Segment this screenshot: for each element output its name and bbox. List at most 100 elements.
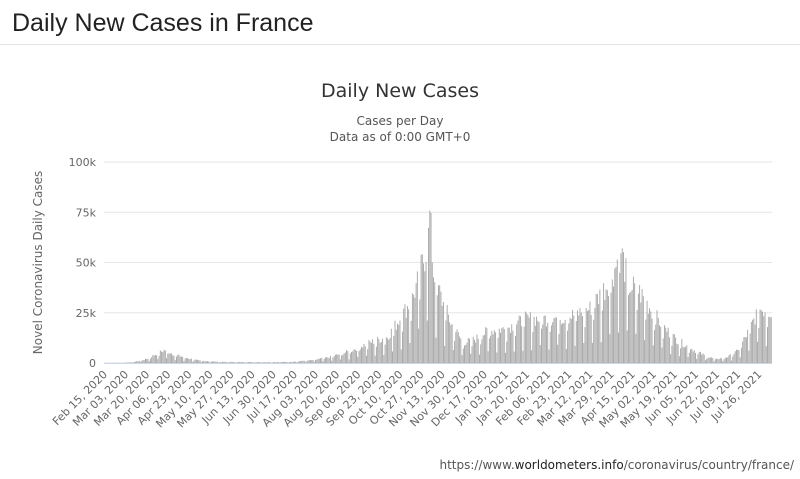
bar (501, 328, 503, 363)
bar (580, 312, 582, 363)
bar (162, 352, 164, 363)
bar (678, 356, 680, 363)
bar (415, 283, 417, 363)
bar (737, 349, 739, 363)
bar (457, 332, 459, 363)
bar (465, 344, 467, 363)
bar (493, 330, 495, 363)
bar (583, 342, 585, 363)
bar (505, 352, 506, 363)
bar (611, 279, 613, 363)
bar (655, 324, 657, 363)
bar (321, 357, 323, 363)
bar (721, 358, 723, 363)
bar (683, 347, 685, 363)
bar (409, 343, 411, 363)
bar (281, 361, 283, 363)
bar (284, 361, 285, 363)
bar (687, 356, 689, 363)
bar (748, 350, 750, 363)
bar (613, 286, 614, 363)
bar (662, 338, 664, 363)
bar (148, 361, 150, 363)
bar (480, 344, 482, 363)
bar (157, 359, 159, 363)
bar (272, 362, 274, 363)
bar (630, 291, 632, 363)
bar (302, 360, 304, 363)
bar (199, 360, 201, 363)
bar (174, 360, 176, 363)
bar (732, 356, 734, 363)
bar (456, 329, 458, 363)
bar (430, 212, 432, 363)
bar (681, 339, 683, 363)
bar (146, 359, 148, 363)
bar (137, 361, 139, 363)
bar (333, 356, 335, 363)
bar (436, 295, 438, 363)
bar (478, 354, 480, 363)
bar (767, 327, 768, 363)
bar (225, 361, 227, 363)
bar (305, 362, 307, 363)
bar (537, 320, 539, 363)
bar (477, 338, 479, 363)
bar (606, 290, 608, 363)
bar (316, 359, 318, 363)
bar (315, 360, 317, 363)
bar (621, 248, 623, 363)
bar (274, 362, 276, 363)
bar (514, 335, 516, 363)
bar (182, 356, 184, 363)
bar (425, 262, 427, 363)
bar (585, 307, 587, 363)
bar (419, 299, 421, 363)
bar (680, 348, 682, 363)
bar (312, 360, 314, 363)
bar (447, 314, 449, 363)
bar (365, 355, 367, 363)
bar (620, 253, 622, 363)
bar (466, 342, 468, 363)
bar (575, 321, 577, 363)
bar (697, 354, 699, 363)
bar (704, 360, 706, 363)
bar (690, 349, 691, 363)
bar (451, 324, 453, 363)
bar (472, 336, 474, 363)
bar (215, 361, 217, 363)
bar (711, 357, 713, 363)
bar (255, 362, 257, 363)
bar (454, 340, 456, 363)
bar (533, 316, 535, 363)
bar (363, 344, 365, 363)
bar (498, 328, 500, 363)
bar (168, 353, 170, 363)
bar (668, 337, 670, 363)
bar (616, 259, 618, 363)
bar (728, 355, 730, 363)
y-tick-label: 25k (76, 307, 97, 320)
bar (548, 349, 550, 363)
bar (734, 351, 736, 363)
bar (374, 355, 376, 363)
source-url[interactable]: https://www.worldometers.info/coronaviru… (439, 458, 794, 472)
bar (623, 252, 624, 363)
bar (539, 345, 541, 363)
bar (236, 362, 238, 363)
bar (251, 362, 253, 363)
bar (193, 360, 195, 363)
bar (665, 327, 667, 363)
bar (372, 339, 374, 363)
bar (637, 293, 639, 363)
bar (136, 361, 138, 363)
bar (185, 357, 187, 363)
bar (538, 321, 540, 363)
bar (395, 329, 397, 363)
bar (471, 346, 473, 363)
bar (534, 325, 536, 363)
bar (651, 318, 653, 363)
bar (183, 361, 185, 363)
bar (337, 354, 339, 363)
